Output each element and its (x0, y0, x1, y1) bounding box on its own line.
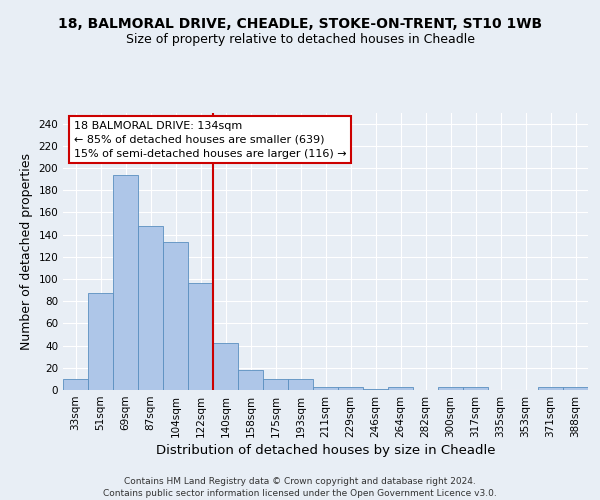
Bar (288, 379, 313, 390)
Bar (238, 370, 263, 390)
Text: 18, BALMORAL DRIVE, CHEADLE, STOKE-ON-TRENT, ST10 1WB: 18, BALMORAL DRIVE, CHEADLE, STOKE-ON-TR… (58, 18, 542, 32)
Bar (138, 226, 163, 390)
Bar (88, 294, 113, 390)
Bar (538, 386, 563, 390)
Bar (263, 379, 288, 390)
X-axis label: Distribution of detached houses by size in Cheadle: Distribution of detached houses by size … (156, 444, 495, 457)
Bar (363, 389, 388, 390)
Bar (63, 379, 88, 390)
Text: Size of property relative to detached houses in Cheadle: Size of property relative to detached ho… (125, 32, 475, 46)
Bar (388, 386, 413, 390)
Bar (438, 386, 463, 390)
Bar (213, 344, 238, 390)
Bar (338, 386, 363, 390)
Text: 18 BALMORAL DRIVE: 134sqm
← 85% of detached houses are smaller (639)
15% of semi: 18 BALMORAL DRIVE: 134sqm ← 85% of detac… (74, 121, 346, 159)
Bar (463, 386, 488, 390)
Text: Contains HM Land Registry data © Crown copyright and database right 2024.
Contai: Contains HM Land Registry data © Crown c… (103, 476, 497, 498)
Bar (563, 386, 588, 390)
Bar (163, 242, 188, 390)
Bar (188, 284, 213, 390)
Bar (313, 386, 338, 390)
Bar (113, 174, 138, 390)
Y-axis label: Number of detached properties: Number of detached properties (20, 153, 33, 350)
